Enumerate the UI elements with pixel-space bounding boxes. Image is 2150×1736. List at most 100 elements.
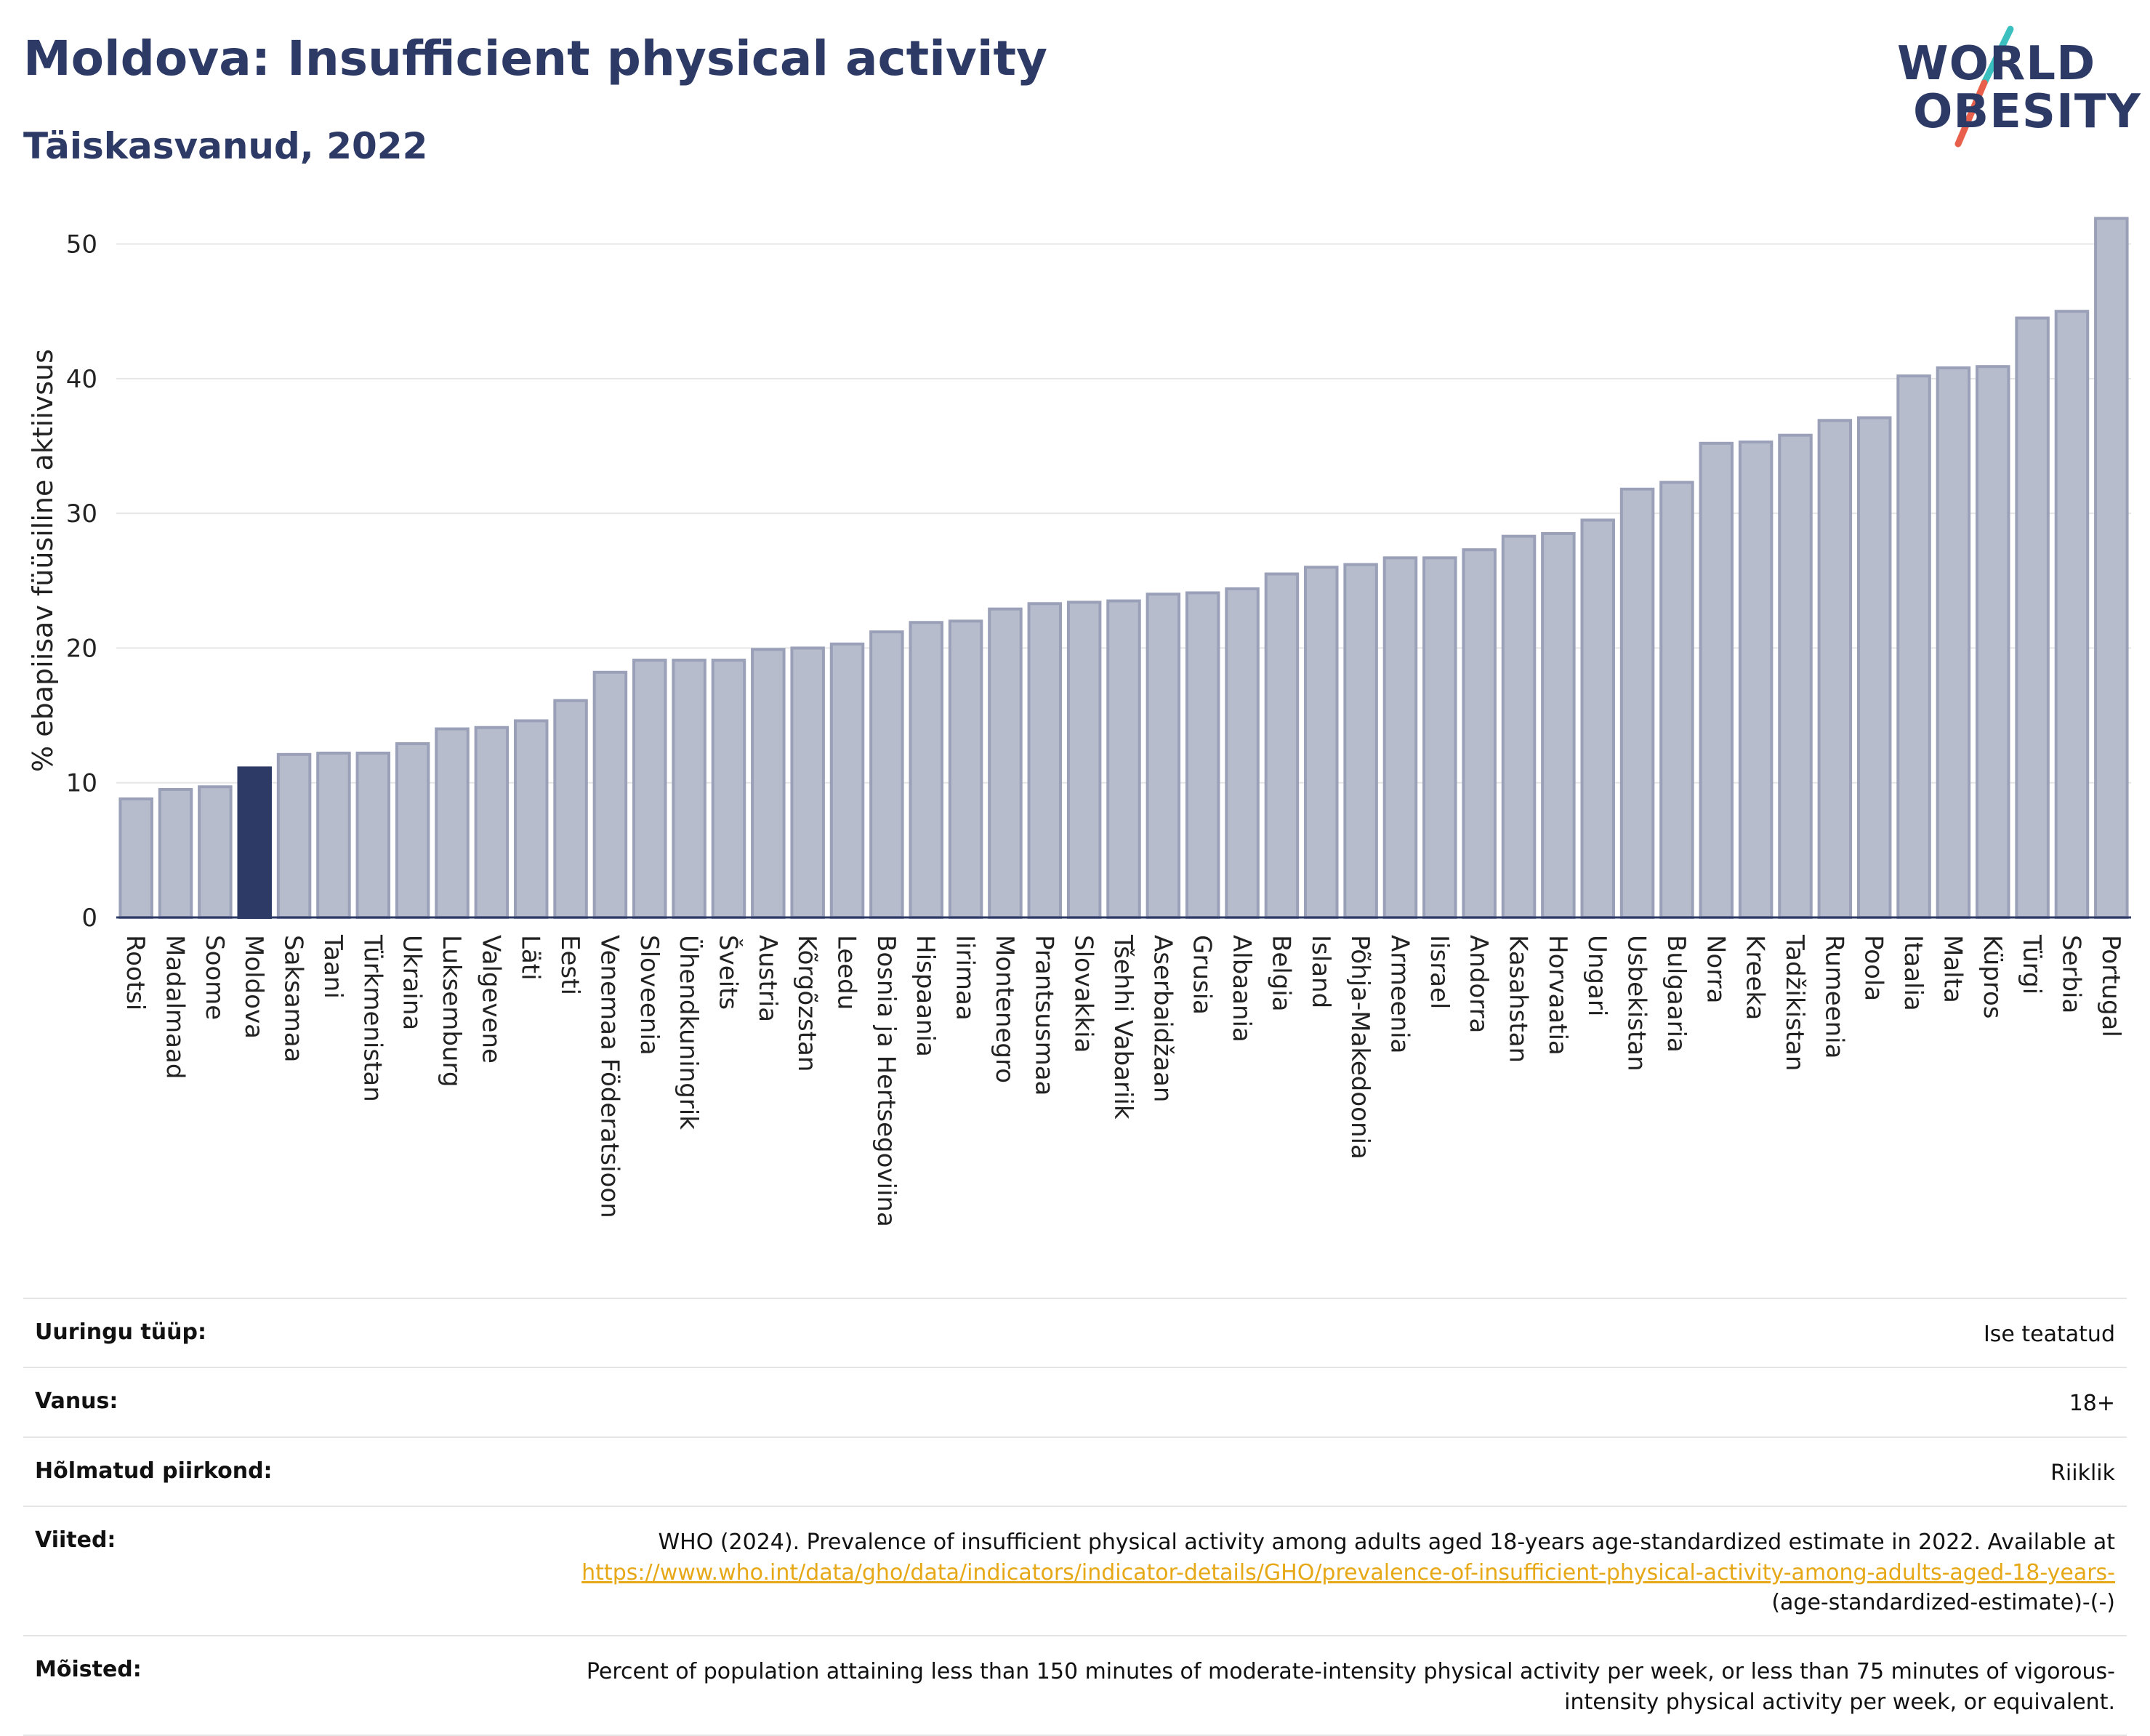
bar xyxy=(1738,440,1773,919)
reference-link[interactable]: https://www.who.int/data/gho/data/indica… xyxy=(581,1559,2115,1586)
y-tick-label: 20 xyxy=(66,634,97,663)
bar xyxy=(829,642,865,920)
bar xyxy=(355,751,391,919)
bar xyxy=(276,752,312,919)
meta-label: Mõisted: xyxy=(35,1657,142,1683)
bar xyxy=(1264,572,1300,920)
meta-label: Vanus: xyxy=(35,1389,118,1415)
x-tick-label: Eesti xyxy=(555,935,584,995)
x-tick-label: Iisrael xyxy=(1425,935,1454,1009)
bar xyxy=(1936,366,1971,919)
bar xyxy=(158,787,193,919)
x-tick-label: Aserbaidžaan xyxy=(1148,935,1177,1102)
bar xyxy=(1699,441,1734,919)
y-tick-label: 30 xyxy=(66,499,97,529)
bar xyxy=(395,742,430,920)
bar xyxy=(1185,591,1220,919)
x-tick-label: Türgi xyxy=(2017,934,2046,994)
bar xyxy=(1976,365,2010,919)
bar xyxy=(1501,534,1537,919)
x-tick-label: Leedu xyxy=(832,935,861,1010)
bar xyxy=(2015,316,2050,920)
x-tick-label: Bosnia ja Hertsegoviina xyxy=(871,935,901,1227)
meta-row-definitions: Mõisted: Percent of population attaining… xyxy=(23,1635,2127,1736)
bar xyxy=(988,607,1023,920)
bar xyxy=(316,751,351,919)
y-axis-label: % ebapiisav füüsiline aktiivsus xyxy=(27,349,59,772)
x-tick-label: Soome xyxy=(200,935,229,1020)
x-tick-label: Kõrgõzstan xyxy=(792,935,821,1072)
x-tick-label: Rootsi xyxy=(121,935,150,1010)
logo-slash-icon xyxy=(1954,25,2014,148)
x-tick-label: Usbekistan xyxy=(1622,935,1651,1072)
bar-chart: 0 10 20 30 40 50 % ebapiisav füüsiline aktiivs… xyxy=(27,217,2131,1227)
bar xyxy=(672,659,706,919)
x-tick-label: Horvaatia xyxy=(1543,935,1572,1056)
bar xyxy=(435,727,470,919)
x-tick-label: Slovakkia xyxy=(1069,935,1098,1053)
x-tick-label: Malta xyxy=(1938,935,1967,1003)
meta-row-age: Vanus: 18+ xyxy=(23,1367,2127,1436)
bar xyxy=(513,719,549,920)
meta-row-area: Hõlmatud piirkond: Riiklik xyxy=(23,1436,2127,1506)
y-tick-label: 0 xyxy=(81,904,97,933)
bar xyxy=(592,670,628,919)
bar xyxy=(1422,556,1457,919)
x-tick-label: Austria xyxy=(753,935,782,1022)
y-tick-label: 40 xyxy=(66,365,97,394)
bar xyxy=(1659,481,1694,919)
bar xyxy=(1225,587,1260,919)
reference-text: WHO (2024). Prevalence of insufficient p… xyxy=(658,1530,2115,1556)
bar xyxy=(553,699,588,919)
x-tick-label: Rumeenia xyxy=(1819,935,1848,1058)
bar xyxy=(909,621,943,919)
meta-label: Uuringu tüüp: xyxy=(35,1319,206,1345)
x-tick-label: Armeenia xyxy=(1385,935,1414,1053)
bar xyxy=(1580,518,1615,919)
x-tick-label: Moldova xyxy=(239,935,268,1039)
meta-value: WHO (2024). Prevalence of insufficient p… xyxy=(552,1527,2115,1618)
chart-subtitle: Täiskasvanud, 2022 xyxy=(23,125,428,167)
bar xyxy=(948,619,983,920)
x-tick-label: Luksemburg xyxy=(437,935,466,1087)
x-tick-label: Hispaania xyxy=(911,935,940,1057)
x-tick-label: Põhja-Makedoonia xyxy=(1345,935,1374,1160)
reference-text-after: (age-standardized-estimate)-(-) xyxy=(1771,1589,2115,1615)
x-tick-label: Andorra xyxy=(1464,935,1493,1033)
bar xyxy=(474,726,510,919)
x-tick-label: Tšehhi Vabariik xyxy=(1108,934,1138,1120)
x-tick-label: Valgevene xyxy=(476,935,505,1064)
x-tick-label: Norra xyxy=(1701,935,1730,1003)
x-tick-label: Venemaa Föderatsioon xyxy=(595,935,624,1218)
bar xyxy=(1856,416,1892,919)
bar xyxy=(1106,599,1141,919)
x-tick-label: Sloveenia xyxy=(635,935,664,1056)
bar xyxy=(1304,566,1339,919)
x-tick-label: Itaalia xyxy=(1899,935,1928,1011)
bar xyxy=(1541,531,1576,919)
meta-value: Percent of population attaining less tha… xyxy=(586,1659,2115,1715)
bar xyxy=(1619,487,1655,919)
x-tick-label: Küpros xyxy=(1978,935,2007,1018)
x-tick-label: Ühendkuningrik xyxy=(674,935,704,1130)
bar xyxy=(2054,310,2090,919)
x-tick-label: Tadžikistan xyxy=(1780,934,1809,1071)
bar xyxy=(237,766,272,919)
meta-label: Hõlmatud piirkond: xyxy=(35,1458,273,1484)
world-obesity-logo: WORLD OBESITY xyxy=(1897,22,2141,153)
bar xyxy=(118,797,153,919)
logo-text-line1: WORLD xyxy=(1897,37,2096,91)
bar xyxy=(1778,433,1813,919)
bar xyxy=(790,646,825,919)
x-tick-label: Albaania xyxy=(1227,935,1256,1042)
bar xyxy=(1817,419,1853,919)
x-tick-label: Poola xyxy=(1859,935,1888,1001)
bar xyxy=(1343,563,1378,919)
x-tick-label: Prantsusmaa xyxy=(1029,935,1058,1096)
bar xyxy=(2094,217,2129,920)
bar xyxy=(1146,592,1181,919)
x-tick-label: Kreeka xyxy=(1741,935,1770,1020)
x-tick-label: Ungari xyxy=(1582,935,1611,1016)
bar xyxy=(1896,374,1931,919)
bar xyxy=(751,648,786,919)
